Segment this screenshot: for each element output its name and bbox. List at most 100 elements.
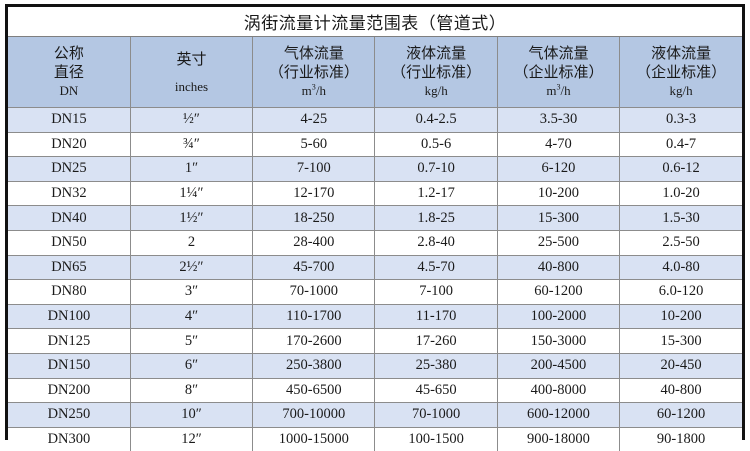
table-row: DN15 ½″ 4-25 0.4-2.5 3.5-30 0.3-3: [8, 107, 742, 133]
cell-nominal-diameter: DN20: [8, 131, 131, 158]
table-row: DN80 3″ 70-1000 7-100 60-1200 6.0-120: [8, 279, 742, 305]
cell-liquid-flow-enterprise: 10-200: [619, 303, 742, 330]
cell-liquid-flow-enterprise: 1.0-20: [619, 180, 742, 207]
cell-nominal-diameter: DN65: [8, 254, 131, 281]
cell-gas-flow-industry: 110-1700: [252, 303, 376, 330]
cell-gas-flow-enterprise: 200-4500: [496, 352, 621, 379]
header-line-cn2: （行业标准）: [391, 64, 482, 81]
cell-liquid-flow-enterprise: 90-1800: [619, 426, 742, 451]
cell-inches: 3″: [129, 279, 254, 305]
cell-gas-flow-enterprise: 10-200: [496, 180, 621, 207]
header-line-en: DN: [59, 82, 79, 98]
cell-liquid-flow-industry: 17-260: [374, 328, 498, 354]
header-line-cn1: 气体流量: [283, 45, 344, 62]
cell-gas-flow-industry: 70-1000: [252, 279, 376, 305]
cell-gas-flow-industry: 5-60: [252, 131, 376, 158]
header-line-cn1: 液体流量: [406, 45, 467, 62]
table-title-row: 涡街流量计流量范围表（管道式）: [8, 7, 742, 37]
header-line-cn2: （企业标准）: [513, 64, 604, 81]
cell-nominal-diameter: DN250: [8, 402, 131, 428]
cell-inches: 12″: [129, 426, 254, 451]
header-line-cn1: 英寸: [176, 51, 207, 68]
cell-gas-flow-enterprise: 40-800: [496, 254, 621, 281]
cell-nominal-diameter: DN25: [8, 156, 131, 182]
cell-liquid-flow-industry: 7-100: [374, 279, 498, 305]
cell-nominal-diameter: DN80: [8, 279, 131, 305]
cell-inches: 10″: [129, 402, 254, 428]
cell-gas-flow-industry: 7-100: [252, 156, 376, 182]
cell-gas-flow-enterprise: 400-8000: [496, 377, 621, 404]
cell-gas-flow-industry: 12-170: [252, 180, 376, 207]
cell-nominal-diameter: DN200: [8, 377, 131, 404]
cell-liquid-flow-enterprise: 40-800: [619, 377, 742, 404]
cell-inches: 1″: [129, 156, 254, 182]
table-row: DN150 6″ 250-3800 25-380 200-4500 20-450: [8, 352, 742, 379]
cell-liquid-flow-industry: 1.2-17: [374, 180, 498, 207]
cell-liquid-flow-industry: 11-170: [374, 303, 498, 330]
cell-gas-flow-industry: 700-10000: [252, 402, 376, 428]
cell-gas-flow-enterprise: 100-2000: [496, 303, 621, 330]
table-row: DN100 4″ 110-1700 11-170 100-2000 10-200: [8, 303, 742, 330]
page-title: 涡街流量计流量范围表（管道式）: [8, 7, 742, 37]
column-header-gas-flow-enterprise: 气体流量 （企业标准） m3/h: [496, 36, 621, 108]
cell-nominal-diameter: DN300: [8, 426, 131, 451]
cell-gas-flow-enterprise: 600-12000: [496, 402, 621, 428]
cell-gas-flow-enterprise: 150-3000: [496, 328, 621, 354]
cell-inches: 8″: [129, 377, 254, 404]
header-line-cn2: （行业标准）: [268, 64, 359, 81]
cell-liquid-flow-industry: 0.5-6: [374, 131, 498, 158]
header-line-cn1: 气体流量: [528, 45, 589, 62]
cell-gas-flow-industry: 4-25: [252, 107, 376, 133]
cell-gas-flow-enterprise: 900-18000: [496, 426, 621, 451]
cell-gas-flow-industry: 450-6500: [252, 377, 376, 404]
header-line-cn2: 直径: [53, 64, 84, 81]
column-header-liquid-flow-enterprise: 液体流量 （企业标准） kg/h: [619, 36, 742, 108]
header-line-en: inches: [174, 78, 209, 94]
header-line-cn1: 液体流量: [651, 45, 712, 62]
cell-nominal-diameter: DN100: [8, 303, 131, 330]
table-header-row: 公称 直径 DN 英寸 inches 气体流量 （行业标准） m3/h: [8, 36, 742, 108]
table-row: DN300 12″ 1000-15000 100-1500 900-18000 90-18…: [8, 426, 742, 451]
cell-liquid-flow-industry: 70-1000: [374, 402, 498, 428]
table-row: DN125 5″ 170-2600 17-260 150-3000 15-300: [8, 328, 742, 354]
cell-liquid-flow-industry: 2.8-40: [374, 229, 498, 256]
flow-range-table: 涡街流量计流量范围表（管道式） 公称 直径 DN 英寸 inches: [8, 7, 742, 451]
cell-liquid-flow-enterprise: 0.3-3: [619, 107, 742, 133]
cell-inches: 4″: [129, 303, 254, 330]
cell-inches: 1½″: [129, 205, 254, 231]
flow-range-table-sheet: 涡街流量计流量范围表（管道式） 公称 直径 DN 英寸 inches: [5, 4, 745, 451]
cell-liquid-flow-enterprise: 2.5-50: [619, 229, 742, 256]
cell-inches: 1¼″: [129, 180, 254, 207]
cell-liquid-flow-enterprise: 20-450: [619, 352, 742, 379]
cell-liquid-flow-industry: 4.5-70: [374, 254, 498, 281]
cell-liquid-flow-enterprise: 0.6-12: [619, 156, 742, 182]
column-header-nominal-diameter: 公称 直径 DN: [8, 36, 131, 108]
cell-inches: 5″: [129, 328, 254, 354]
cell-gas-flow-enterprise: 15-300: [496, 205, 621, 231]
cell-inches: 6″: [129, 352, 254, 379]
cell-liquid-flow-industry: 100-1500: [374, 426, 498, 451]
cell-liquid-flow-enterprise: 0.4-7: [619, 131, 742, 158]
cell-liquid-flow-enterprise: 4.0-80: [619, 254, 742, 281]
cell-inches: 2½″: [129, 254, 254, 281]
cell-liquid-flow-industry: 1.8-25: [374, 205, 498, 231]
cell-gas-flow-industry: 250-3800: [252, 352, 376, 379]
cell-nominal-diameter: DN150: [8, 352, 131, 379]
table-row: DN25 1″ 7-100 0.7-10 6-120 0.6-12: [8, 156, 742, 182]
cell-liquid-flow-industry: 25-380: [374, 352, 498, 379]
header-unit: m3/h: [546, 82, 571, 98]
table-row: DN200 8″ 450-6500 45-650 400-8000 40-800: [8, 377, 742, 404]
table-row: DN40 1½″ 18-250 1.8-25 15-300 1.5-30: [8, 205, 742, 231]
header-line-cn2: （企业标准）: [636, 64, 727, 81]
cell-liquid-flow-enterprise: 1.5-30: [619, 205, 742, 231]
header-line-cn1: 公称: [53, 45, 84, 62]
cell-gas-flow-industry: 45-700: [252, 254, 376, 281]
cell-liquid-flow-industry: 45-650: [374, 377, 498, 404]
table-row: DN32 1¼″ 12-170 1.2-17 10-200 1.0-20: [8, 180, 742, 207]
cell-gas-flow-enterprise: 6-120: [496, 156, 621, 182]
cell-inches: 2: [129, 229, 254, 256]
cell-liquid-flow-enterprise: 60-1200: [619, 402, 742, 428]
cell-gas-flow-industry: 28-400: [252, 229, 376, 256]
cell-inches: ¾″: [129, 131, 254, 158]
cell-inches: ½″: [129, 107, 254, 133]
